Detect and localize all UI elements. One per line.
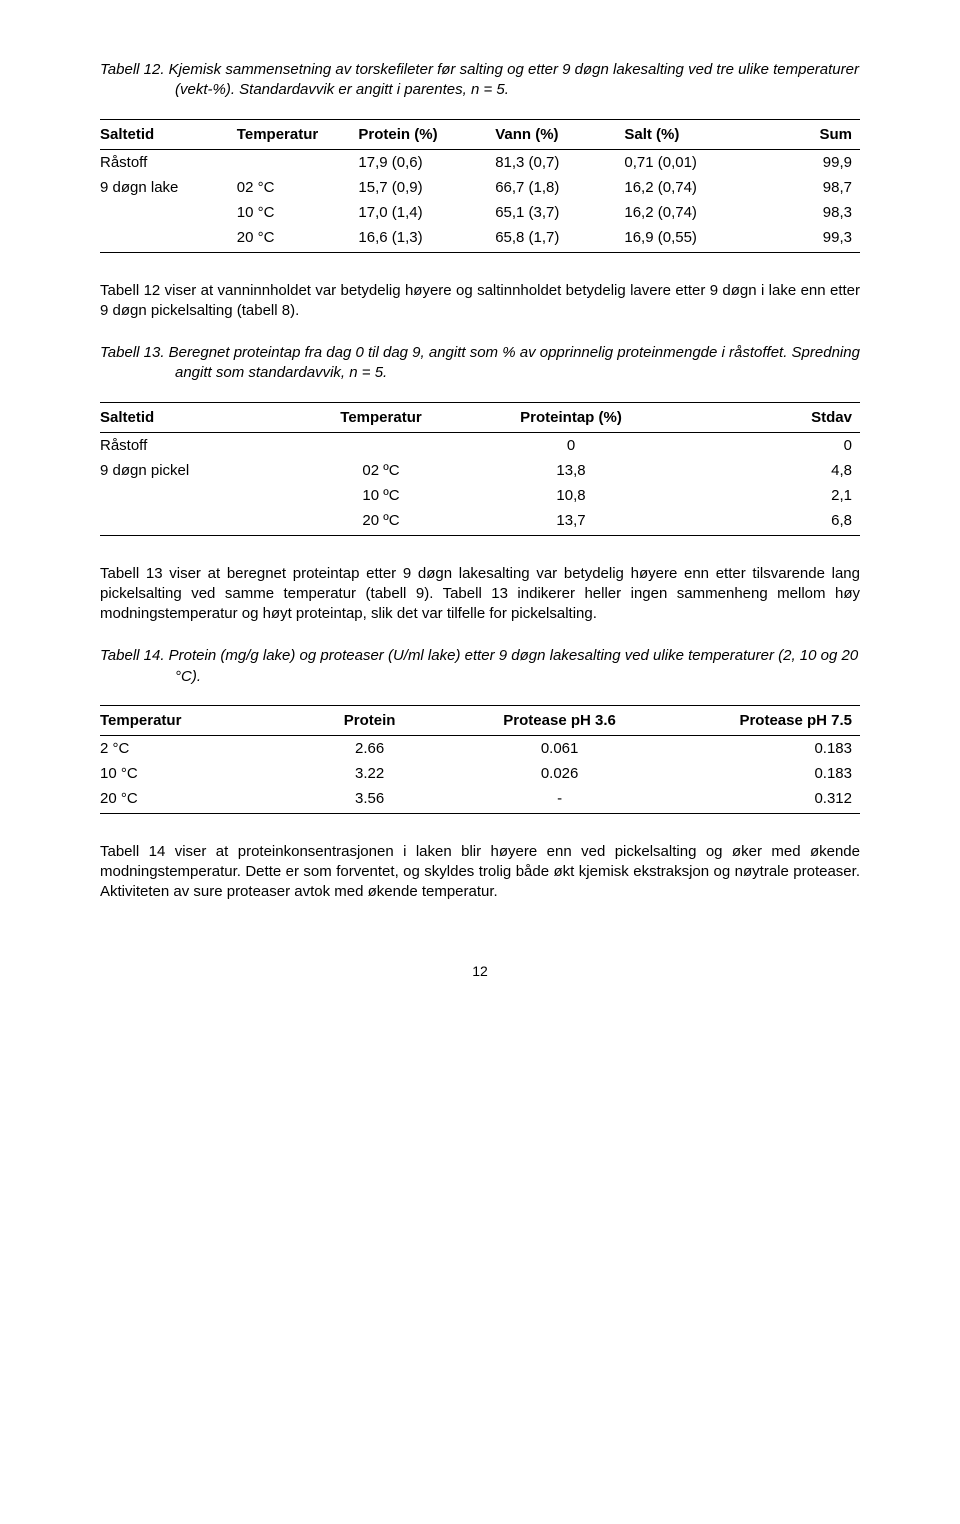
table13-h0: Saltetid <box>100 402 290 432</box>
cell: 15,7 (0,9) <box>358 175 495 200</box>
table12-h0: Saltetid <box>100 119 237 149</box>
cell <box>237 149 359 175</box>
cell: 10 °C <box>100 761 290 786</box>
table-row: 20 °C 16,6 (1,3) 65,8 (1,7) 16,9 (0,55) … <box>100 225 860 253</box>
table-row: 20 ºC 13,7 6,8 <box>100 508 860 536</box>
cell: 2 °C <box>100 735 290 761</box>
cell: 20 ºC <box>290 508 480 536</box>
cell: 13,8 <box>480 458 670 483</box>
paragraph-after-table14: Tabell 14 viser at proteinkonsentrasjone… <box>100 842 860 903</box>
table12-h5: Sum <box>761 119 860 149</box>
table12-h4: Salt (%) <box>624 119 761 149</box>
table12-caption: Tabell 12. Kjemisk sammensetning av tors… <box>100 60 860 101</box>
table14-h0: Temperatur <box>100 705 290 735</box>
table-row: 20 °C 3.56 - 0.312 <box>100 786 860 814</box>
table-row: Råstoff 0 0 <box>100 432 860 458</box>
table13: Saltetid Temperatur Proteintap (%) Stdav… <box>100 402 860 536</box>
table14-h3: Protease pH 7.5 <box>670 705 860 735</box>
cell: 99,3 <box>761 225 860 253</box>
cell: 02 ºC <box>290 458 480 483</box>
table12-caption-lead: Tabell 12. <box>100 61 165 78</box>
table-row: 10 °C 3.22 0.026 0.183 <box>100 761 860 786</box>
table-row: 10 °C 17,0 (1,4) 65,1 (3,7) 16,2 (0,74) … <box>100 200 860 225</box>
table13-caption-text: Beregnet proteintap fra dag 0 til dag 9,… <box>169 344 860 381</box>
cell: 20 °C <box>237 225 359 253</box>
cell: 10 °C <box>237 200 359 225</box>
cell: 17,0 (1,4) <box>358 200 495 225</box>
cell: 0.026 <box>457 761 670 786</box>
table-row: 10 ºC 10,8 2,1 <box>100 483 860 508</box>
table12-h2: Protein (%) <box>358 119 495 149</box>
cell: 4,8 <box>670 458 860 483</box>
cell: 65,8 (1,7) <box>495 225 624 253</box>
table14-caption: Tabell 14. Protein (mg/g lake) og protea… <box>100 646 860 687</box>
page-number: 12 <box>100 963 860 979</box>
cell: 6,8 <box>670 508 860 536</box>
cell: 16,6 (1,3) <box>358 225 495 253</box>
table14-h2: Protease pH 3.6 <box>457 705 670 735</box>
cell <box>100 200 237 225</box>
table-row: 9 døgn pickel 02 ºC 13,8 4,8 <box>100 458 860 483</box>
cell: 20 °C <box>100 786 290 814</box>
cell: 13,7 <box>480 508 670 536</box>
table12: Saltetid Temperatur Protein (%) Vann (%)… <box>100 119 860 253</box>
cell: 02 °C <box>237 175 359 200</box>
cell: 81,3 (0,7) <box>495 149 624 175</box>
cell: 10 ºC <box>290 483 480 508</box>
cell: 2,1 <box>670 483 860 508</box>
table13-header-row: Saltetid Temperatur Proteintap (%) Stdav <box>100 402 860 432</box>
table13-h2: Proteintap (%) <box>480 402 670 432</box>
cell: 2.66 <box>290 735 457 761</box>
table-row: Råstoff 17,9 (0,6) 81,3 (0,7) 0,71 (0,01… <box>100 149 860 175</box>
cell <box>290 432 480 458</box>
paragraph-after-table12: Tabell 12 viser at vanninnholdet var bet… <box>100 281 860 322</box>
table14-header-row: Temperatur Protein Protease pH 3.6 Prote… <box>100 705 860 735</box>
cell: Råstoff <box>100 149 237 175</box>
cell: 65,1 (3,7) <box>495 200 624 225</box>
table12-h1: Temperatur <box>237 119 359 149</box>
table14-caption-lead: Tabell 14. <box>100 647 165 664</box>
cell: 0 <box>480 432 670 458</box>
cell: 3.22 <box>290 761 457 786</box>
cell: - <box>457 786 670 814</box>
table-row: 9 døgn lake 02 °C 15,7 (0,9) 66,7 (1,8) … <box>100 175 860 200</box>
cell: 0.061 <box>457 735 670 761</box>
cell: 9 døgn pickel <box>100 458 290 483</box>
cell <box>100 508 290 536</box>
cell: 0.312 <box>670 786 860 814</box>
table14: Temperatur Protein Protease pH 3.6 Prote… <box>100 705 860 814</box>
table13-caption: Tabell 13. Beregnet proteintap fra dag 0… <box>100 343 860 384</box>
table-row: 2 °C 2.66 0.061 0.183 <box>100 735 860 761</box>
cell: 10,8 <box>480 483 670 508</box>
cell: 0 <box>670 432 860 458</box>
table12-caption-text: Kjemisk sammensetning av torskefileter f… <box>169 61 859 98</box>
cell <box>100 483 290 508</box>
table13-h3: Stdav <box>670 402 860 432</box>
table13-h1: Temperatur <box>290 402 480 432</box>
cell: 99,9 <box>761 149 860 175</box>
cell: 0,71 (0,01) <box>624 149 761 175</box>
cell <box>100 225 237 253</box>
cell: 98,3 <box>761 200 860 225</box>
table14-caption-text: Protein (mg/g lake) og proteaser (U/ml l… <box>169 647 859 684</box>
table12-header-row: Saltetid Temperatur Protein (%) Vann (%)… <box>100 119 860 149</box>
cell: 16,2 (0,74) <box>624 200 761 225</box>
table13-caption-lead: Tabell 13. <box>100 344 165 361</box>
table12-h3: Vann (%) <box>495 119 624 149</box>
cell: Råstoff <box>100 432 290 458</box>
cell: 16,2 (0,74) <box>624 175 761 200</box>
cell: 16,9 (0,55) <box>624 225 761 253</box>
page: Tabell 12. Kjemisk sammensetning av tors… <box>0 0 960 1019</box>
paragraph-after-table13: Tabell 13 viser at beregnet proteintap e… <box>100 564 860 625</box>
cell: 0.183 <box>670 761 860 786</box>
table14-h1: Protein <box>290 705 457 735</box>
cell: 9 døgn lake <box>100 175 237 200</box>
cell: 0.183 <box>670 735 860 761</box>
cell: 98,7 <box>761 175 860 200</box>
cell: 66,7 (1,8) <box>495 175 624 200</box>
cell: 17,9 (0,6) <box>358 149 495 175</box>
cell: 3.56 <box>290 786 457 814</box>
